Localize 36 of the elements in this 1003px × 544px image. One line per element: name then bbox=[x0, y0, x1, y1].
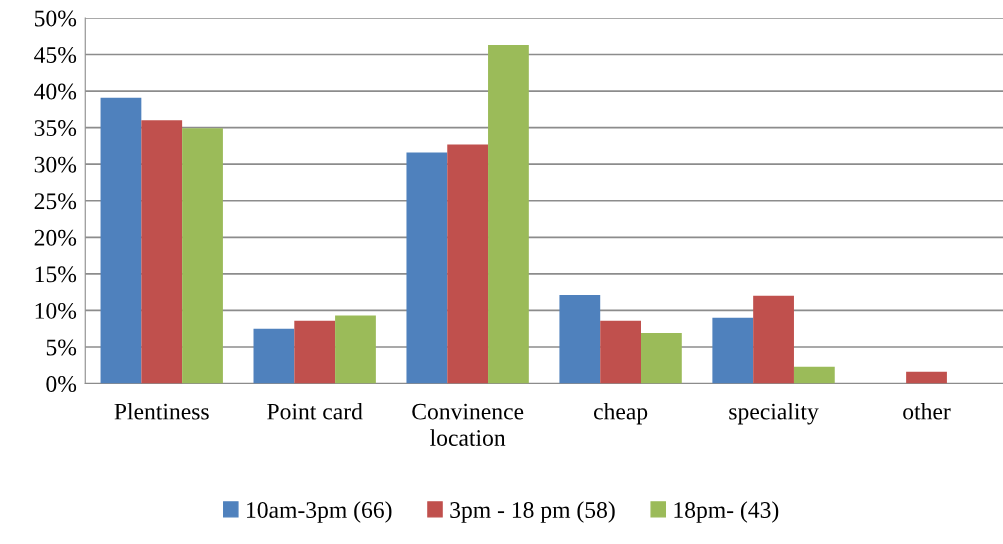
bar bbox=[753, 295, 794, 384]
bar bbox=[641, 333, 682, 384]
bar bbox=[253, 328, 295, 384]
x-tick-label: cheap bbox=[593, 402, 648, 425]
legend-label: 18pm- (43) bbox=[674, 501, 779, 523]
bar bbox=[906, 371, 947, 384]
y-tick-label: 35% bbox=[34, 120, 77, 137]
bar bbox=[712, 317, 754, 384]
y-tick-label: 50% bbox=[35, 10, 77, 27]
bar bbox=[559, 295, 601, 384]
bar bbox=[600, 320, 641, 384]
y-tick-label: 5% bbox=[46, 339, 77, 356]
bar bbox=[100, 97, 142, 384]
x-tick-label: Plentiness bbox=[114, 402, 209, 420]
x-tick-label: Convinence location bbox=[412, 403, 524, 446]
legend-label: 3pm - 18 pm (58) bbox=[450, 501, 615, 523]
y-tick-label: 15% bbox=[35, 266, 77, 283]
bar bbox=[793, 366, 835, 384]
y-tick-label: 30% bbox=[34, 156, 77, 173]
bar bbox=[294, 320, 336, 384]
y-tick-label: 45% bbox=[34, 47, 77, 64]
bar bbox=[182, 128, 223, 384]
bar bbox=[335, 315, 376, 384]
legend-label: 10am-3pm (66) bbox=[247, 501, 392, 523]
y-tick-label: 40% bbox=[34, 83, 77, 100]
x-tick-label: other bbox=[903, 402, 951, 420]
bar bbox=[406, 152, 448, 384]
y-tick-label: 10% bbox=[35, 302, 77, 319]
y-tick-label: 20% bbox=[34, 229, 77, 246]
x-tick-label: Point card bbox=[267, 402, 363, 420]
bar bbox=[141, 120, 183, 384]
y-tick-label: 25% bbox=[34, 193, 77, 210]
y-tick-label: 0% bbox=[46, 376, 77, 393]
bar bbox=[488, 45, 529, 384]
x-tick-label: speciality bbox=[729, 402, 819, 425]
bar bbox=[447, 144, 489, 384]
